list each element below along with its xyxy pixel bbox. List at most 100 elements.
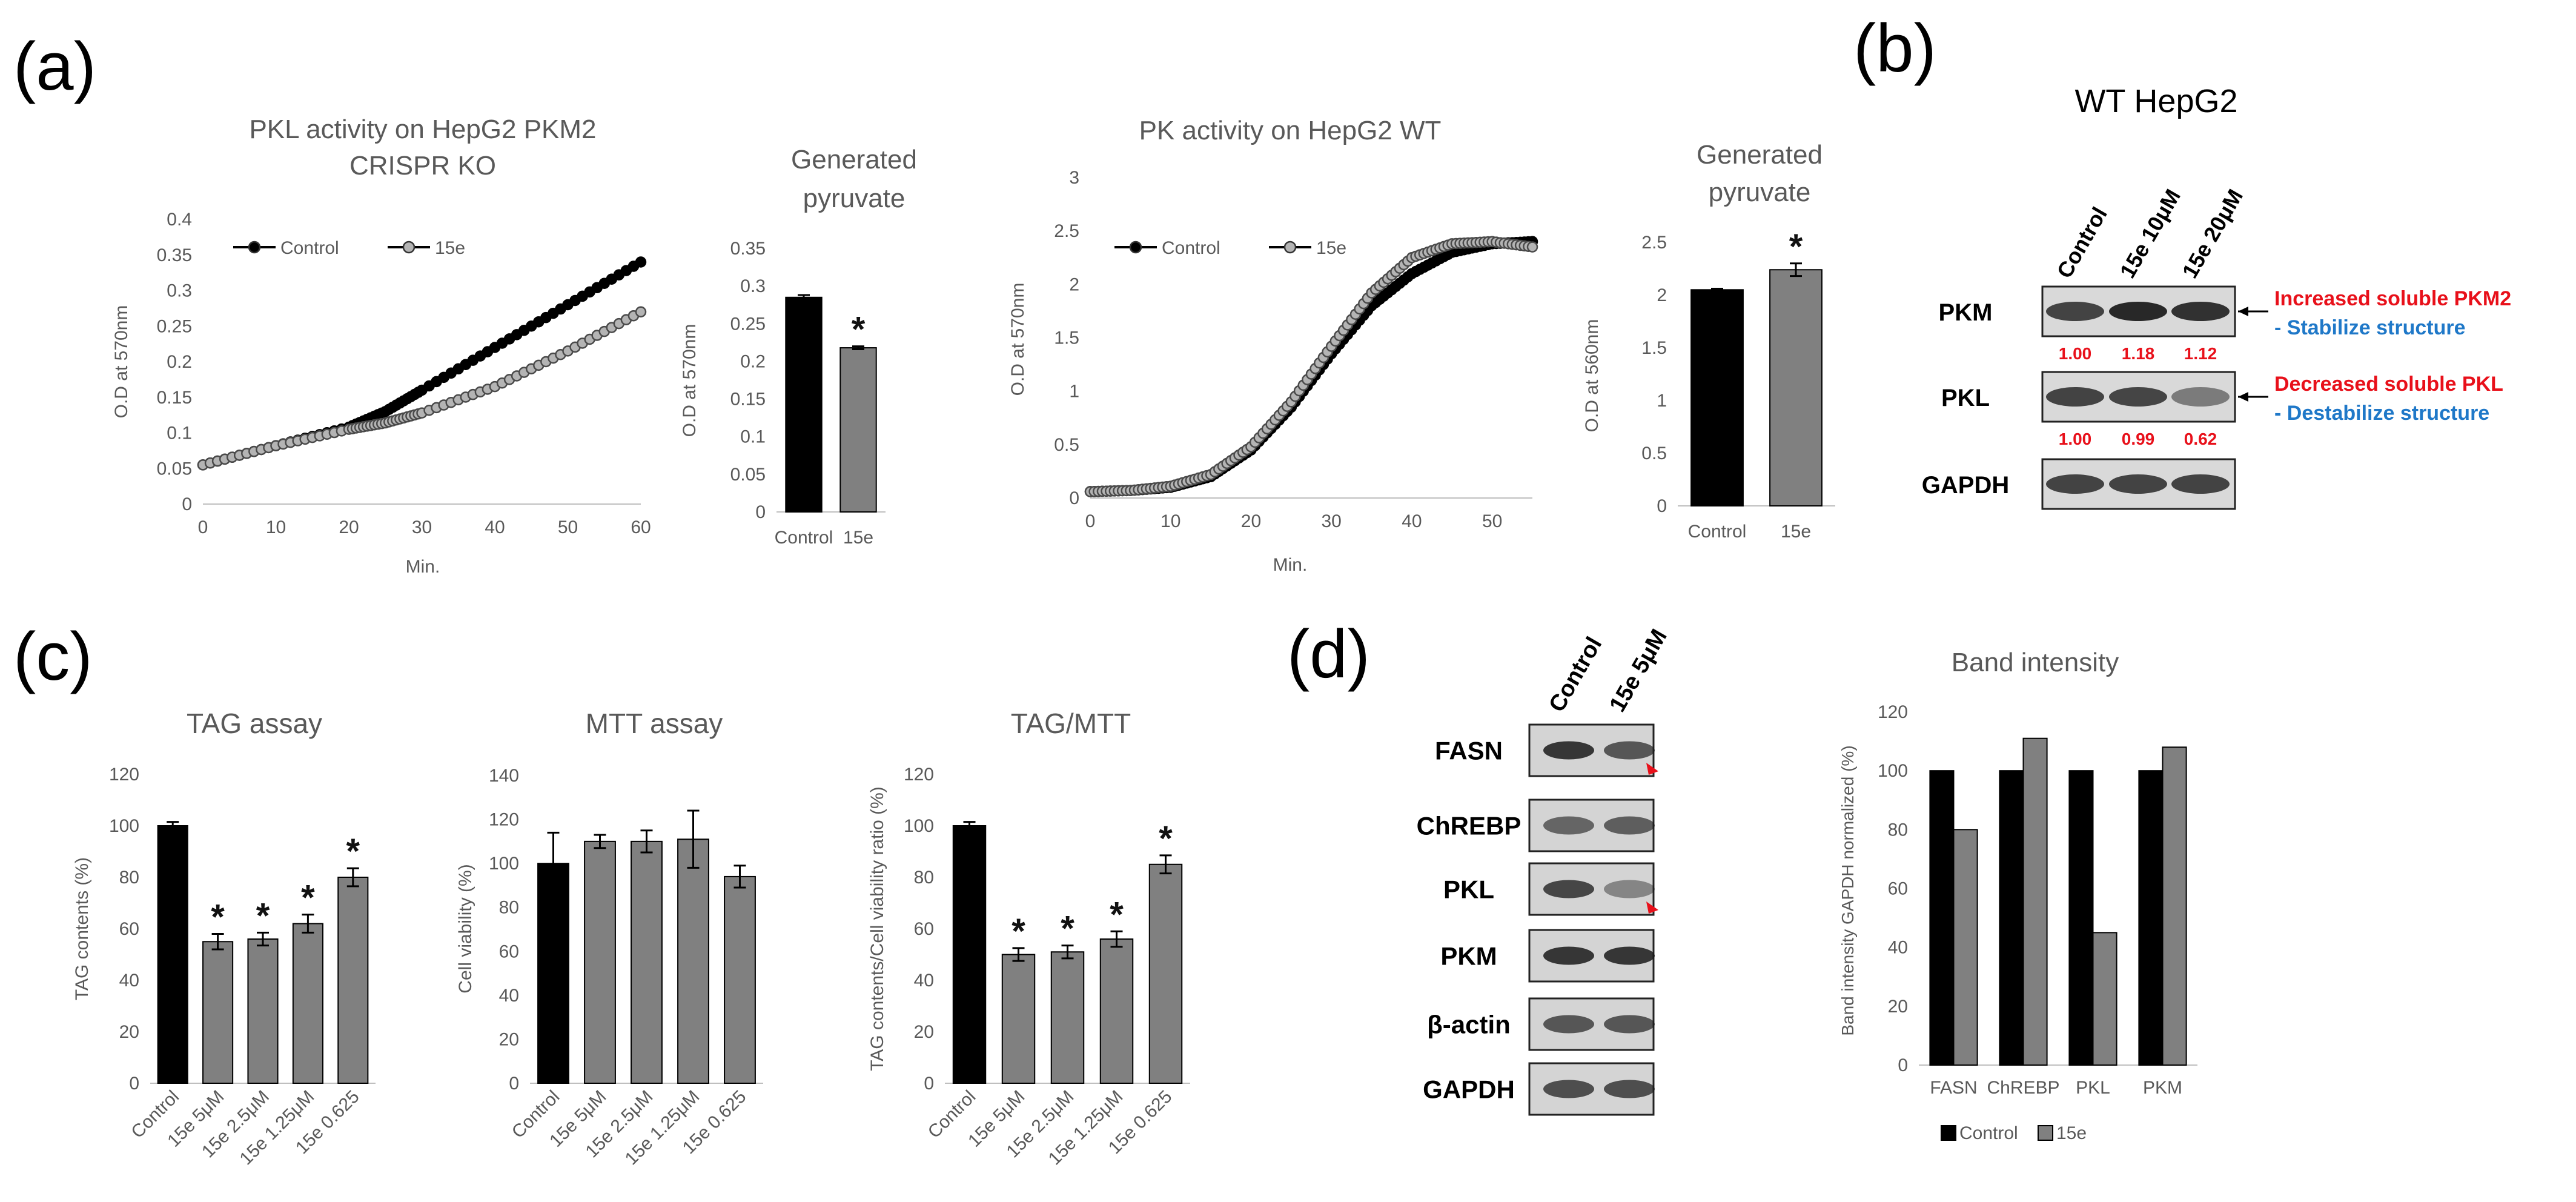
y-tick-label: 3	[1069, 168, 1079, 188]
y-tick-label: 80	[914, 868, 934, 888]
x-tick-label: 30	[1321, 511, 1341, 531]
y-tick-label: 0	[1898, 1055, 1908, 1075]
quant-value: 1.12	[2184, 344, 2217, 363]
significance-star: *	[1110, 895, 1124, 934]
legend-label: 15e	[435, 238, 465, 258]
bar-15e-1-25-m	[292, 923, 323, 1084]
y-tick-label: 80	[1888, 820, 1908, 840]
blot-band	[1543, 816, 1594, 835]
y-tick-label: 0.25	[157, 316, 192, 336]
lane-label: 15e 20μM	[2177, 185, 2248, 282]
blot-row-label: PKL	[1941, 385, 1990, 411]
y-tick-label: 0.35	[157, 245, 192, 265]
chart-band-intensity: Band intensity 0 20 40 60 80 100 120 Band intens…	[1838, 648, 2197, 1143]
chart-title: Generated	[1697, 140, 1823, 170]
y-tick-label: 0.4	[167, 210, 192, 230]
y-tick-label: 0	[129, 1074, 139, 1094]
lane-label: 15e 5μM	[1604, 625, 1672, 717]
annotation-main: Increased soluble PKM2	[2274, 287, 2511, 310]
y-tick-label: 0.1	[740, 427, 766, 447]
y-tick-label: 1.5	[1054, 328, 1079, 348]
blot-band	[2171, 302, 2230, 321]
quant-value: 1.00	[2059, 344, 2092, 363]
y-tick-label: 40	[914, 971, 934, 991]
quant-value: 0.99	[2122, 430, 2155, 448]
lane-label: 15e 10μM	[2114, 185, 2185, 282]
y-tick-label: 60	[119, 919, 139, 939]
bar-15e-2-5-m	[631, 840, 663, 1084]
y-tick-label: 0.3	[167, 281, 192, 301]
panel-label-a: (a)	[13, 28, 96, 104]
y-tick-label: 120	[904, 765, 934, 785]
blot-band	[1604, 816, 1655, 835]
legend-swatch	[2038, 1125, 2053, 1141]
blot-band	[1604, 741, 1655, 760]
bar-fasn-control	[1929, 770, 1955, 1066]
y-tick-label: 0	[1069, 488, 1079, 508]
y-tick-label: 100	[489, 854, 519, 874]
significance-star: *	[852, 310, 866, 350]
bar-15e-2-5-m	[247, 938, 279, 1084]
bar-15e-5-m	[1001, 954, 1036, 1084]
y-axis-label: O.D at 570nm	[680, 324, 700, 437]
blot-row-label: PKM	[1440, 942, 1497, 971]
chart-title: MTT assay	[586, 708, 723, 739]
significance-star: *	[211, 898, 225, 937]
legend-label: 15e	[2056, 1123, 2087, 1143]
y-axis-label: TAG contents (%)	[72, 857, 92, 1000]
y-tick-label: 2.5	[1641, 233, 1667, 253]
y-tick-label: 0.05	[157, 459, 192, 479]
x-tick-label: 50	[1482, 511, 1502, 531]
y-tick-label: 0	[182, 494, 192, 514]
arrow-head	[2238, 392, 2248, 402]
y-tick-label: 40	[119, 971, 139, 991]
bar-15e	[1769, 269, 1823, 506]
category-label: 15e	[843, 528, 873, 548]
bar-control	[157, 825, 188, 1084]
quant-value: 0.62	[2184, 430, 2217, 448]
y-tick-label: 0.1	[167, 423, 192, 443]
chart-generated-pyruvate-ko: Generated pyruvate 0 0.05 0.1 0.15 0.2 0.25 0.3 0…	[680, 145, 917, 548]
y-tick-label: 0.5	[1641, 443, 1667, 463]
y-tick-label: 0.5	[1054, 435, 1079, 455]
bar-15e-1-25-m	[677, 838, 709, 1084]
lane-label: Control	[2051, 203, 2111, 282]
chart-pkl-activity-ko: PKL activity on HepG2 PKM2 CRISPR KO 0 0.05…	[111, 115, 651, 577]
significance-star: *	[346, 832, 360, 871]
y-tick-label: 0	[509, 1074, 519, 1094]
y-tick-label: 80	[119, 868, 139, 888]
blot-band	[2171, 387, 2230, 407]
y-axis-label: O.D at 560nm	[1582, 319, 1602, 433]
blot-band	[1604, 946, 1655, 965]
category-label: Control	[1688, 522, 1747, 542]
blot-band	[1543, 880, 1594, 898]
blot-band	[2046, 387, 2104, 407]
blot-row-label: FASN	[1435, 737, 1503, 765]
y-tick-label: 40	[499, 986, 519, 1006]
significance-star: *	[301, 878, 315, 918]
quant-value: 1.18	[2122, 344, 2155, 363]
x-tick-label: 10	[266, 517, 286, 537]
chart-tag-mtt-ratio: TAG/MTT 0 20 40 60 80 100 120 TAG contents/Cell …	[867, 708, 1190, 1169]
y-tick-label: 40	[1888, 938, 1908, 958]
bar-15e-0-625	[337, 877, 369, 1084]
y-tick-label: 20	[119, 1022, 139, 1042]
chart-tag-assay: TAG assay 0 20 40 60 80 100 120 TAG contents (%)…	[72, 708, 376, 1169]
y-tick-label: 100	[1878, 761, 1908, 781]
category-label: PKL	[2076, 1078, 2110, 1098]
x-tick-label: 20	[339, 517, 359, 537]
bar-15e-0-625	[724, 875, 756, 1084]
chart-title: PK activity on HepG2 WT	[1139, 116, 1442, 145]
x-tick-label: 30	[412, 517, 432, 537]
bar-pkm-control	[2138, 770, 2164, 1066]
y-tick-label: 2.5	[1054, 221, 1079, 241]
category-label: FASN	[1930, 1078, 1977, 1098]
bar-control	[537, 863, 569, 1084]
lane-label: Control	[1544, 633, 1607, 717]
y-axis-label: Cell viability (%)	[455, 864, 475, 993]
legend-marker	[402, 241, 416, 254]
y-tick-label: 0.15	[157, 388, 192, 408]
blot-band	[1543, 1015, 1594, 1034]
